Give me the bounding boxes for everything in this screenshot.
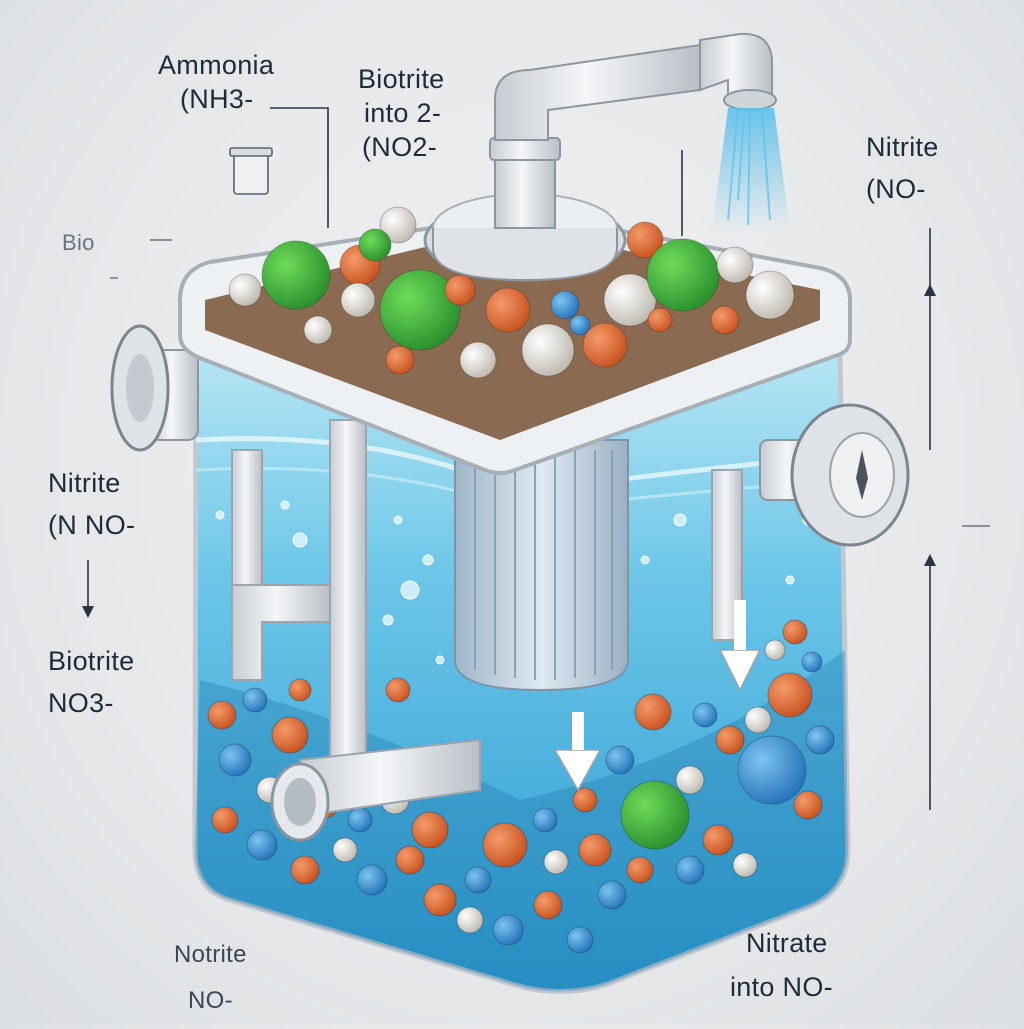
water-spray	[712, 108, 790, 230]
spray-streaks	[727, 109, 771, 226]
internal-pipe-system	[231, 419, 743, 842]
nitrite-left-line1: Nitrite	[48, 468, 121, 498]
notrite-bottom-line2: NO-	[188, 987, 233, 1014]
biotrite-top-line3: (NO2-	[362, 132, 437, 162]
inlet-pipe-assembly	[423, 32, 777, 282]
ammonia-label-line1: Ammonia	[158, 50, 275, 80]
nitrite-left-label: Nitrite (N NO-	[48, 466, 135, 542]
beaker-icon	[229, 147, 273, 195]
nitrate-bottom-label: Nitrate into NO-	[730, 926, 833, 1004]
nitrate-bottom-line1: Nitrate	[746, 928, 828, 958]
ammonia-leader-line	[270, 107, 329, 228]
top-media-spheres	[228, 206, 795, 379]
flow-arrows	[553, 600, 762, 792]
biotrite-left-label: Biotrite NO3-	[48, 644, 134, 720]
nitrite-right-line1: Nitrite	[866, 132, 939, 162]
filter-cartridge	[454, 439, 629, 692]
ammonia-label: Ammonia (NH3-	[158, 48, 274, 116]
biotrite-top-line1: Biotrite	[358, 64, 445, 94]
biotrite-top-line2: into 2-	[364, 98, 442, 128]
annotation-arrowheads	[82, 284, 936, 618]
nitrite-right-line2: (NO-	[866, 174, 926, 204]
bubbles	[215, 500, 814, 665]
nitrite-right-label: Nitrite (NO-	[866, 130, 939, 206]
nitrate-bottom-line2: into NO-	[730, 972, 833, 1002]
biotrite-top-label: Biotrite into 2- (NO2-	[358, 62, 444, 164]
biotrite-left-line2: NO3-	[48, 688, 114, 718]
notrite-bottom-label: Notrite NO-	[174, 938, 247, 1018]
biotrite-left-line1: Biotrite	[48, 646, 135, 676]
bio-label: Bio	[62, 230, 95, 255]
ammonia-label-line2: (NH3-	[180, 84, 254, 114]
notrite-bottom-line1: Notrite	[174, 941, 247, 968]
annotation-lines	[87, 107, 931, 810]
left-valve	[110, 324, 199, 452]
bottom-media-spheres	[207, 619, 835, 954]
nitrite-left-line2: (N NO-	[48, 510, 136, 540]
right-valve	[759, 403, 910, 547]
